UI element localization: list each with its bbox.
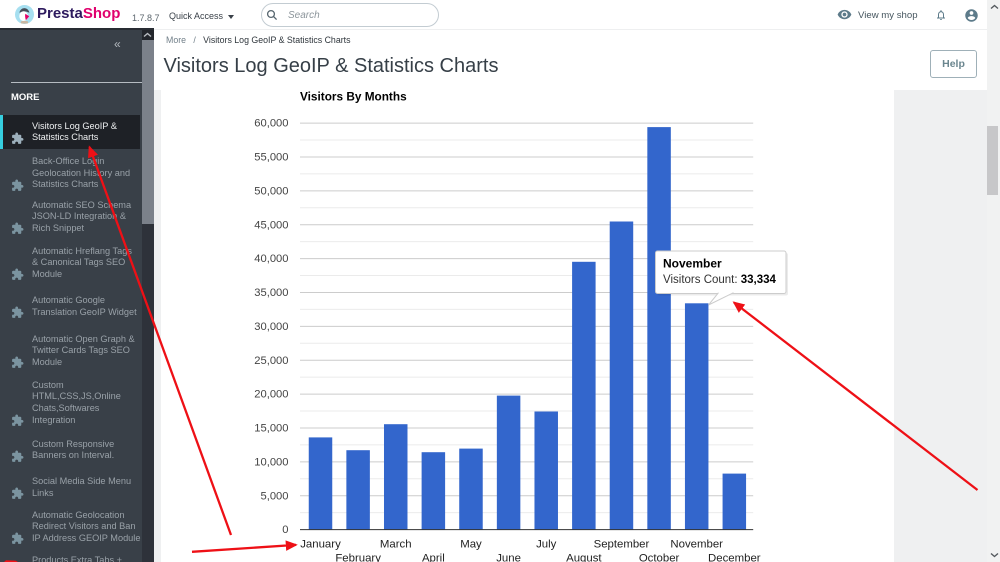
svg-text:April: April (422, 552, 445, 562)
svg-text:35,000: 35,000 (254, 287, 288, 299)
svg-text:September: September (594, 539, 650, 551)
svg-text:15,000: 15,000 (254, 423, 288, 435)
svg-text:December: December (708, 552, 761, 562)
svg-text:60,000: 60,000 (254, 118, 288, 130)
svg-text:February: February (335, 552, 381, 562)
svg-text:50,000: 50,000 (254, 185, 288, 197)
svg-text:10,000: 10,000 (254, 456, 288, 468)
svg-text:November: November (663, 257, 722, 271)
svg-text:March: March (380, 539, 412, 551)
svg-text:0: 0 (282, 524, 288, 536)
svg-text:August: August (566, 552, 602, 562)
svg-text:January: January (300, 539, 341, 551)
svg-text:40,000: 40,000 (254, 253, 288, 265)
svg-text:5,000: 5,000 (261, 490, 289, 502)
svg-text:July: July (536, 539, 557, 551)
svg-text:October: October (639, 552, 680, 562)
svg-text:45,000: 45,000 (254, 219, 288, 231)
svg-text:55,000: 55,000 (254, 152, 288, 164)
svg-text:20,000: 20,000 (254, 389, 288, 401)
svg-text:November: November (670, 539, 723, 551)
svg-text:Visitors By Months: Visitors By Months (300, 90, 407, 104)
svg-text:May: May (460, 539, 482, 551)
svg-text:25,000: 25,000 (254, 355, 288, 367)
svg-text:30,000: 30,000 (254, 321, 288, 333)
svg-text:June: June (496, 552, 521, 562)
svg-text:Visitors Count: 33,334: Visitors Count: 33,334 (663, 274, 777, 286)
